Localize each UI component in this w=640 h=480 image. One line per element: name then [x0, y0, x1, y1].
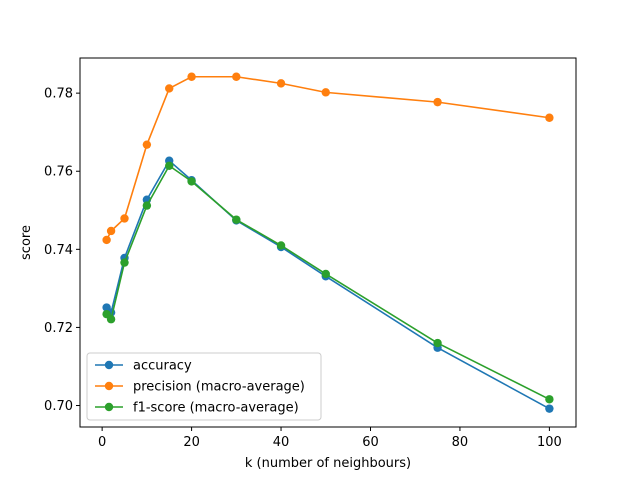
data-point: [120, 214, 129, 223]
data-point: [232, 215, 241, 224]
y-axis: 0.70 0.72 0.74 0.76 0.78: [44, 87, 80, 414]
x-tick-label: 20: [183, 435, 200, 450]
y-tick-label: 0.74: [44, 243, 73, 258]
x-axis-label: k (number of neighbours): [245, 456, 411, 471]
data-point: [120, 258, 129, 267]
series-2: [102, 72, 554, 245]
data-point: [165, 161, 174, 170]
legend: accuracy precision (macro-average) f1-scor…: [86, 352, 322, 421]
legend-item: precision (macro-average): [95, 380, 305, 395]
y-tick-label: 0.76: [44, 165, 73, 180]
data-point: [106, 315, 116, 324]
x-tick-label: 0: [98, 435, 106, 450]
data-point: [545, 404, 554, 413]
legend-marker: [104, 360, 114, 370]
data-point: [165, 84, 174, 93]
y-tick-label: 0.70: [44, 399, 73, 414]
data-point: [321, 88, 330, 97]
x-tick-label: 60: [362, 435, 379, 450]
data-point: [187, 177, 196, 186]
data-point: [142, 140, 152, 149]
data-point: [321, 269, 330, 279]
x-tick-label: 80: [452, 435, 469, 450]
y-tick-label: 0.78: [44, 87, 73, 102]
legend-label: f1-score (macro-average): [133, 401, 299, 416]
data-point: [187, 72, 196, 81]
legend-marker: [104, 402, 114, 412]
y-axis-label: score: [19, 225, 34, 260]
data-point: [545, 395, 554, 404]
legend-box: [86, 352, 322, 421]
x-tick-label: 40: [273, 435, 290, 450]
series-layer: [102, 72, 554, 413]
legend-marker: [104, 381, 114, 391]
data-point: [276, 79, 286, 88]
data-point: [433, 97, 442, 107]
legend-label: precision (macro-average): [133, 380, 305, 395]
data-point: [433, 338, 442, 348]
series-3: [102, 161, 554, 404]
data-point: [545, 113, 554, 122]
legend-label: accuracy: [133, 359, 192, 374]
data-point: [106, 226, 116, 236]
plot-frame: [79, 57, 577, 428]
y-tick-label: 0.72: [44, 321, 73, 336]
data-point: [102, 235, 111, 245]
data-point: [232, 72, 241, 81]
legend-item: f1-score (macro-average): [95, 401, 299, 416]
x-tick-label: 100: [537, 435, 562, 450]
x-axis: 0 20 40 60 80 100: [98, 427, 562, 450]
data-point: [142, 201, 152, 210]
legend-item: accuracy: [95, 359, 192, 374]
data-point: [276, 241, 286, 250]
